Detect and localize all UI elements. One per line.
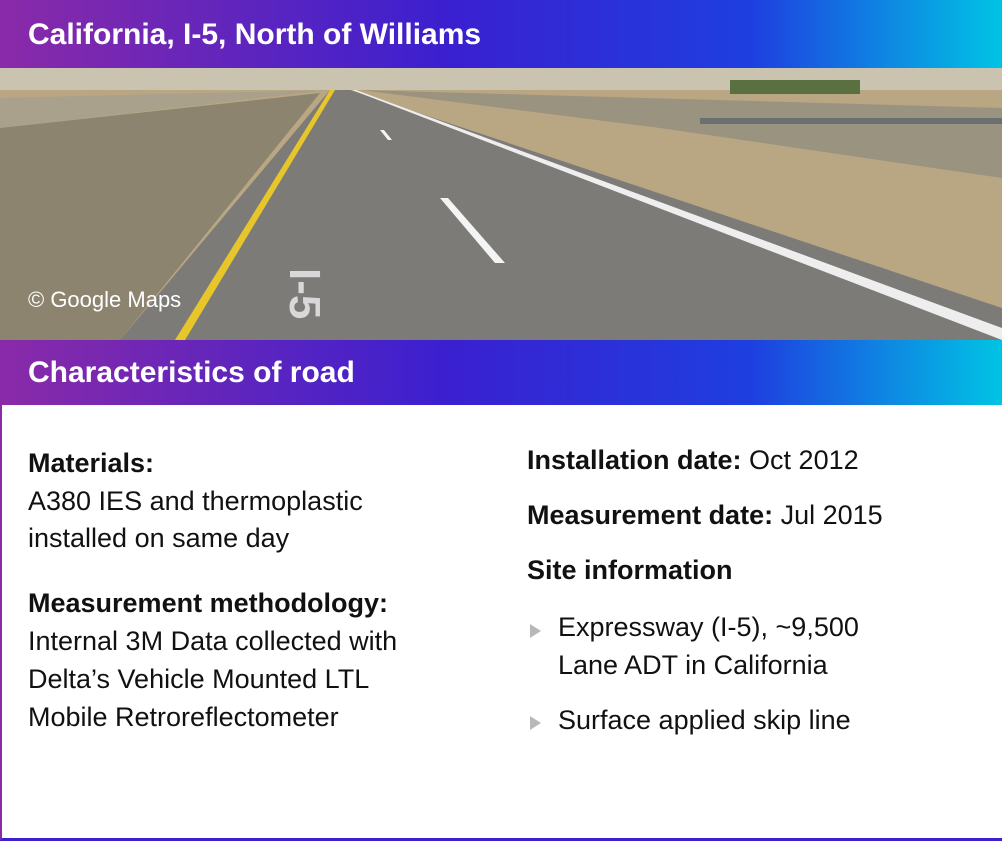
measurement-label: Measurement date: <box>527 500 773 530</box>
materials-line: installed on same day <box>28 523 289 554</box>
installation-value: Oct 2012 <box>749 445 859 475</box>
installation-label: Installation date: <box>527 445 742 475</box>
bullet-line: Expressway (I-5), ~9,500 <box>558 612 859 643</box>
bullet-line: Surface applied skip line <box>558 705 851 736</box>
materials-line: A380 IES and thermoplastic <box>28 486 363 517</box>
header-bar: California, I-5, North of Williams <box>0 0 1002 68</box>
measurement-value: Jul 2015 <box>781 500 883 530</box>
methodology-label: Measurement methodology: <box>28 588 388 619</box>
bullet-marker <box>530 716 541 730</box>
materials-label: Materials: <box>28 448 154 479</box>
methodology-line: Delta’s Vehicle Mounted LTL <box>28 664 369 695</box>
bullet-line: Lane ADT in California <box>558 650 828 681</box>
section-bar: Characteristics of road <box>0 340 1002 405</box>
site-label: Site information <box>527 555 733 586</box>
methodology-line: Mobile Retroreflectometer <box>28 702 339 733</box>
header-title: California, I-5, North of Williams <box>28 18 481 52</box>
page: California, I-5, North of Williams I-5 ©… <box>0 0 1002 842</box>
section-title: Characteristics of road <box>28 356 355 390</box>
road-marking: I-5 <box>280 268 329 319</box>
methodology-line: Internal 3M Data collected with <box>28 626 397 657</box>
image-caption: © Google Maps <box>28 287 181 313</box>
measurement: Measurement date: Jul 2015 <box>527 500 883 531</box>
bullet-marker <box>530 624 541 638</box>
installation: Installation date: Oct 2012 <box>527 445 859 476</box>
